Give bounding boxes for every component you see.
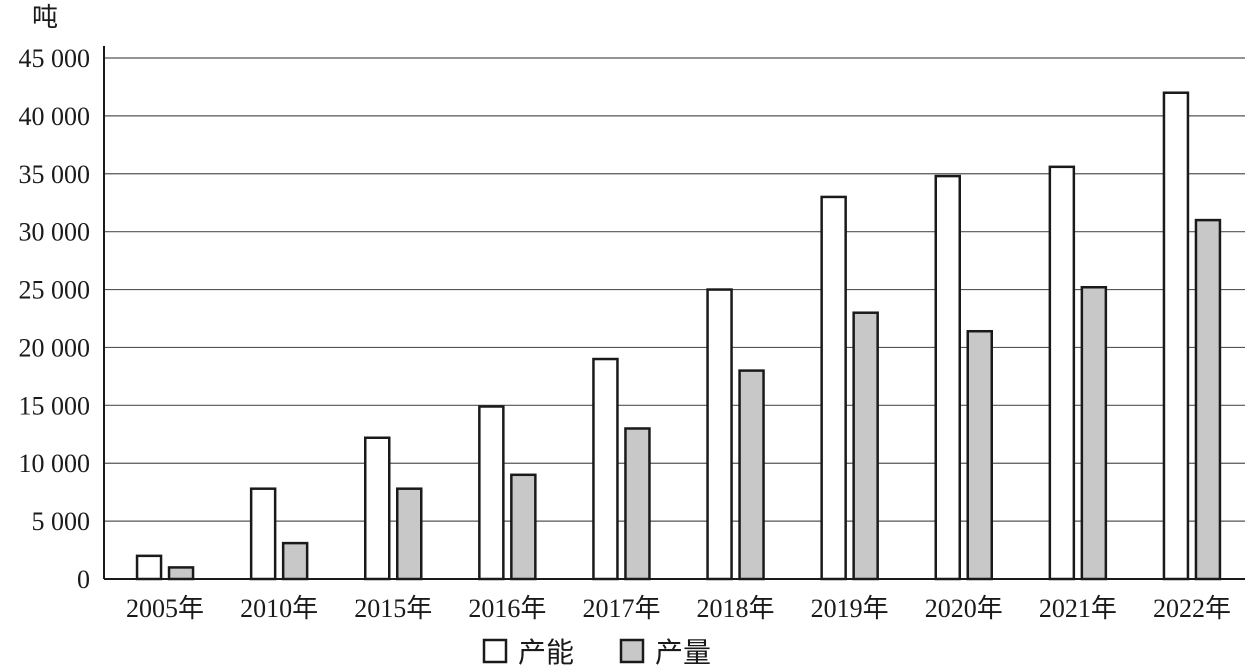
x-tick-label: 2015年 bbox=[354, 594, 432, 623]
x-tick-label: 2019年 bbox=[811, 594, 889, 623]
bar-output bbox=[1080, 285, 1108, 581]
x-tick-label: 2021年 bbox=[1039, 594, 1117, 623]
y-tick-labels: 0 5 000 10 000 15 000 20 000 25 000 30 000 35 0… bbox=[19, 44, 91, 594]
bar-capacity bbox=[706, 288, 733, 581]
y-tick-label: 0 bbox=[77, 565, 90, 594]
bar-capacity bbox=[364, 436, 391, 581]
legend-swatch-output bbox=[619, 638, 645, 664]
bar-output bbox=[966, 329, 993, 581]
bar-output bbox=[167, 566, 195, 581]
x-tick-label: 2022年 bbox=[1153, 594, 1231, 623]
bar-output bbox=[738, 369, 765, 581]
legend: 产能 产量 bbox=[482, 637, 711, 669]
bar-capacity bbox=[934, 174, 961, 581]
x-tick-label: 2020年 bbox=[925, 594, 1003, 623]
x-tick-label: 2017年 bbox=[582, 594, 660, 623]
y-tick-label: 40 000 bbox=[19, 102, 91, 131]
bar-output bbox=[396, 487, 423, 581]
legend-label-capacity: 产能 bbox=[518, 637, 574, 669]
bar-output bbox=[852, 311, 879, 581]
y-tick-label: 30 000 bbox=[19, 218, 91, 247]
y-tick-label: 15 000 bbox=[19, 391, 91, 420]
y-tick-label: 10 000 bbox=[19, 449, 91, 478]
bar-capacity bbox=[1162, 91, 1190, 581]
gridlines bbox=[104, 57, 1245, 522]
bar-capacity bbox=[135, 554, 163, 581]
y-tick-label: 45 000 bbox=[19, 44, 91, 73]
x-tick-label: 2018年 bbox=[697, 594, 775, 623]
bar-capacity bbox=[1048, 165, 1076, 581]
legend-label-output: 产量 bbox=[655, 637, 711, 669]
y-tick-label: 25 000 bbox=[19, 276, 91, 305]
y-axis-unit: 吨 bbox=[32, 3, 58, 32]
y-tick-label: 5 000 bbox=[32, 507, 91, 536]
legend-swatch-capacity bbox=[482, 638, 508, 664]
x-tick-labels: 2005年 2010年 2015年 2016年 2017年 2018年 2019年 2020年… bbox=[126, 594, 1231, 623]
bars bbox=[135, 91, 1222, 581]
x-tick-label: 2005年 bbox=[126, 594, 204, 623]
bar-capacity bbox=[249, 487, 277, 581]
x-tick-label: 2016年 bbox=[468, 594, 546, 623]
bar-output bbox=[281, 541, 309, 581]
bar-capacity bbox=[820, 195, 847, 581]
x-tick-label: 2010年 bbox=[240, 594, 318, 623]
y-tick-label: 20 000 bbox=[19, 333, 91, 362]
y-tick-label: 35 000 bbox=[19, 160, 91, 189]
bar-capacity bbox=[592, 357, 619, 581]
bar-output bbox=[624, 427, 651, 581]
bar-output bbox=[1194, 218, 1222, 581]
bar-output bbox=[510, 473, 537, 581]
bar-capacity bbox=[478, 405, 505, 581]
